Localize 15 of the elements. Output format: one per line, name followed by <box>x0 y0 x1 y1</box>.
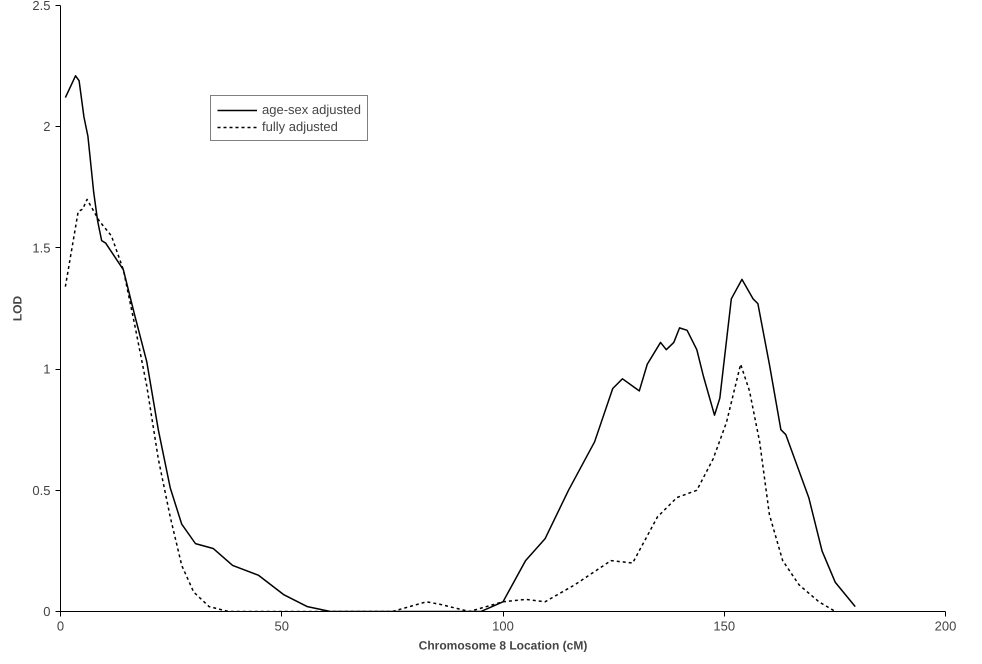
x-tick-label: 150 <box>713 618 736 634</box>
legend-label: age-sex adjusted <box>262 102 362 117</box>
x-tick-label: 50 <box>274 618 289 634</box>
y-tick-label: 1.5 <box>32 240 51 256</box>
x-tick-label: 200 <box>934 618 956 634</box>
x-tick-label: 0 <box>56 618 64 634</box>
y-axis-title: LOD <box>10 296 24 322</box>
y-tick-label: 2 <box>43 119 51 134</box>
y-tick-label: 0 <box>43 604 51 619</box>
legend-label: fully adjusted <box>262 119 338 134</box>
y-tick-label: 2.5 <box>32 0 51 13</box>
x-tick-label: 100 <box>492 618 514 634</box>
y-tick-label: 0.5 <box>32 482 51 498</box>
y-tick-label: 1 <box>43 362 51 377</box>
x-axis-title: Chromosome 8 Location (cM) <box>418 638 588 652</box>
